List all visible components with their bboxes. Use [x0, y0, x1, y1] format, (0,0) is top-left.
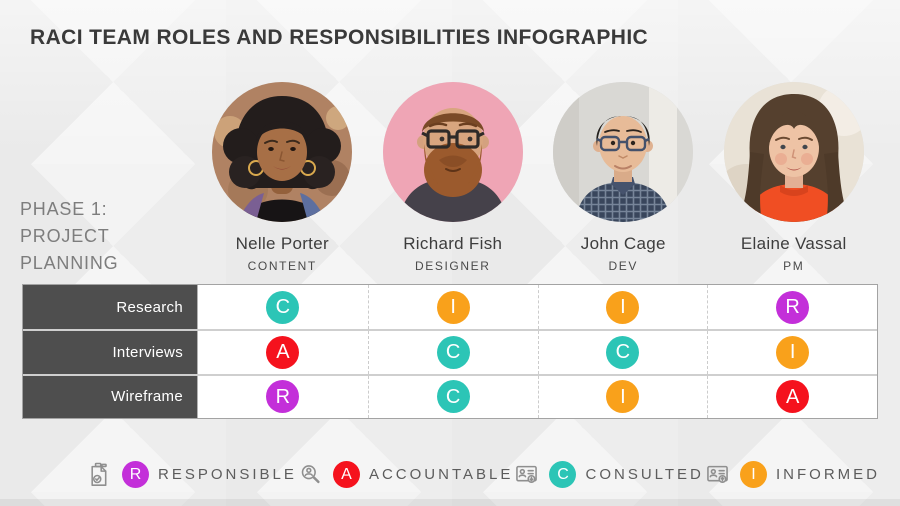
raci-badge: I: [776, 335, 810, 369]
phase-label: PHASE 1: PROJECT PLANNING: [20, 196, 190, 277]
team-row: Nelle Porter CONTENT: [197, 80, 879, 273]
avatar: [723, 82, 864, 222]
person-role: PM: [783, 259, 805, 273]
raci-badge: A: [266, 335, 300, 369]
person-card: Elaine Vassal PM: [709, 80, 880, 273]
man-glasses-checkered-shirt-photo: [553, 82, 694, 222]
matrix-cell: A: [707, 375, 877, 418]
legend: R RESPONSIBLE A ACCOUNTABLE: [86, 461, 880, 488]
woman-curly-hair-photo: [212, 82, 353, 222]
phase-line: PLANNING: [20, 253, 119, 273]
woman-orange-sweater-photo: [723, 82, 864, 222]
table-row: Research C I I R: [23, 285, 877, 330]
task-cell: Interviews: [23, 331, 198, 374]
clipboard-check-icon: [86, 461, 113, 488]
legend-badge: C: [549, 461, 577, 488]
bearded-man-glasses-photo: [382, 82, 523, 222]
matrix-cell: I: [537, 285, 708, 330]
legend-item-accountable: A ACCOUNTABLE: [297, 461, 513, 488]
matrix-cell: C: [367, 375, 538, 418]
avatar: [212, 82, 353, 222]
phase-line: PHASE 1:: [20, 199, 108, 219]
person-name: John Cage: [580, 234, 666, 253]
raci-badge: R: [266, 380, 300, 414]
raci-badge: I: [436, 290, 470, 324]
person-card: John Cage DEV: [538, 80, 709, 273]
matrix-cell: A: [198, 331, 368, 374]
legend-badge: A: [332, 461, 360, 488]
person-name: Richard Fish: [403, 234, 503, 253]
person-card: Nelle Porter CONTENT: [197, 80, 368, 273]
raci-badge: C: [606, 335, 640, 369]
matrix-cell: I: [367, 285, 538, 330]
raci-badge: A: [776, 380, 810, 414]
person-name: Elaine Vassal: [740, 234, 847, 253]
legend-badge: I: [739, 461, 767, 488]
table-row: Wireframe R C I A: [23, 373, 877, 418]
matrix-cell: I: [537, 375, 708, 418]
legend-item-responsible: R RESPONSIBLE: [86, 461, 297, 488]
matrix-cell: C: [367, 331, 538, 374]
legend-item-consulted: C CONSULTED: [513, 461, 703, 488]
magnifier-person-icon: [297, 461, 324, 488]
task-cell: Wireframe: [23, 375, 198, 418]
avatar: [382, 82, 523, 222]
raci-badge: I: [606, 380, 640, 414]
person-role: CONTENT: [247, 259, 317, 273]
legend-label: CONSULTED: [585, 466, 704, 483]
matrix-cell: R: [707, 285, 877, 330]
person-role: DESIGNER: [415, 259, 491, 273]
raci-badge: C: [436, 335, 470, 369]
page-title: RACI TEAM ROLES AND RESPONSIBILITIES INF…: [30, 26, 649, 49]
bottom-shade: [0, 499, 900, 506]
legend-label: INFORMED: [775, 466, 880, 483]
matrix-cell: C: [537, 331, 708, 374]
table-row: Interviews A C C I: [23, 329, 877, 374]
raci-badge: R: [776, 290, 810, 324]
avatar: [553, 82, 694, 222]
matrix-cell: R: [198, 375, 368, 418]
raci-badge: C: [436, 380, 470, 414]
raci-badge: I: [606, 290, 640, 324]
raci-badge: C: [266, 290, 300, 324]
matrix-cell: I: [707, 331, 877, 374]
id-card-arrow-up-icon: [704, 461, 731, 488]
legend-item-informed: I INFORMED: [704, 461, 880, 488]
person-card: Richard Fish DESIGNER: [368, 80, 539, 273]
person-role: DEV: [608, 259, 638, 273]
id-card-arrow-down-icon: [513, 461, 540, 488]
legend-label: ACCOUNTABLE: [368, 466, 514, 483]
raci-matrix-table: Research C I I R Interviews A C C I Wire…: [22, 284, 878, 419]
matrix-cell: C: [198, 285, 368, 330]
person-name: Nelle Porter: [235, 234, 329, 253]
task-cell: Research: [23, 285, 198, 330]
legend-badge: R: [122, 461, 149, 488]
phase-line: PROJECT: [20, 226, 110, 246]
legend-label: RESPONSIBLE: [158, 466, 297, 483]
